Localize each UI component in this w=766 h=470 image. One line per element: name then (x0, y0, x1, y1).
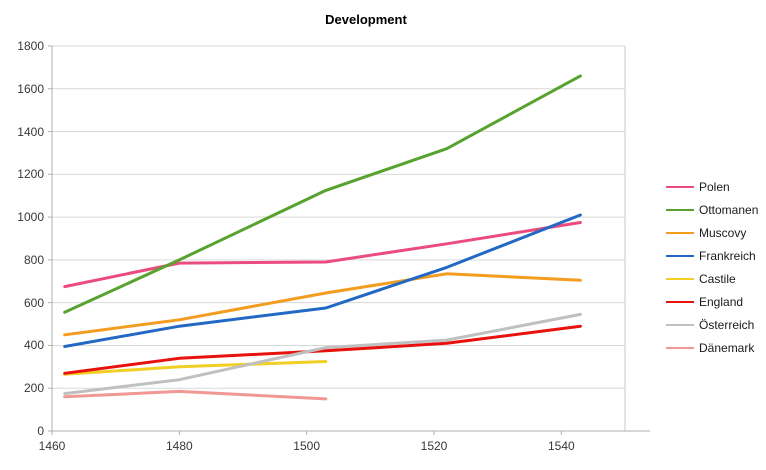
y-axis-label: 1800 (17, 39, 44, 53)
legend-item-dänemark: Dänemark (666, 336, 758, 359)
legend-label: Ottomanen (699, 202, 759, 217)
legend-swatch-england (666, 300, 694, 303)
series-line-muscovy (63, 272, 582, 337)
legend-label: Frankreich (699, 248, 756, 263)
chart-title: Development (325, 12, 407, 27)
series-line-österreich (63, 312, 582, 396)
x-axis-label: 1460 (38, 439, 66, 453)
x-axis-label: 1520 (420, 439, 448, 453)
y-axis-label: 1400 (17, 124, 44, 139)
y-axis-label: 400 (23, 338, 44, 353)
legend: Polen Ottomanen Muscovy Frankreich Castile En… (666, 175, 758, 359)
legend-item-österreich: Österreich (666, 313, 758, 336)
legend-swatch-frankreich (666, 254, 694, 257)
series-line-frankreich (63, 213, 582, 348)
series-line-dänemark (63, 389, 328, 401)
y-axis-label: 1200 (17, 167, 44, 182)
legend-swatch-dänemark (666, 346, 694, 349)
y-axis-label: 1000 (17, 210, 44, 225)
legend-item-castile: Castile (666, 267, 758, 290)
y-axis-label: 1600 (17, 81, 44, 96)
series-line-castile (63, 360, 328, 376)
series-line-polen (63, 221, 582, 289)
y-axis-label: 0 (37, 424, 44, 438)
x-axis-label: 1500 (293, 439, 320, 453)
legend-item-frankreich: Frankreich (666, 244, 758, 267)
legend-swatch-österreich (666, 323, 694, 326)
legend-label: Castile (699, 271, 736, 286)
y-axis-label: 800 (23, 252, 44, 267)
x-axis-label: 1540 (547, 439, 575, 453)
y-axis-label: 200 (23, 381, 44, 396)
x-axis-label: 1480 (165, 439, 193, 453)
legend-label: Muscovy (699, 225, 747, 240)
legend-item-ottomanen: Ottomanen (666, 198, 758, 221)
legend-swatch-polen (666, 185, 694, 188)
legend-label: Österreich (699, 317, 755, 332)
legend-label: Polen (699, 179, 730, 194)
legend-swatch-castile (666, 277, 694, 280)
series-line-england (63, 324, 582, 375)
legend-swatch-ottomanen (666, 208, 694, 211)
series-line-ottomanen (63, 74, 582, 314)
y-axis-label: 600 (23, 295, 44, 310)
legend-swatch-muscovy (666, 231, 694, 234)
legend-item-polen: Polen (666, 175, 758, 198)
legend-label: England (699, 294, 744, 309)
legend-item-england: England (666, 290, 758, 313)
legend-item-muscovy: Muscovy (666, 221, 758, 244)
legend-label: Dänemark (699, 340, 755, 355)
